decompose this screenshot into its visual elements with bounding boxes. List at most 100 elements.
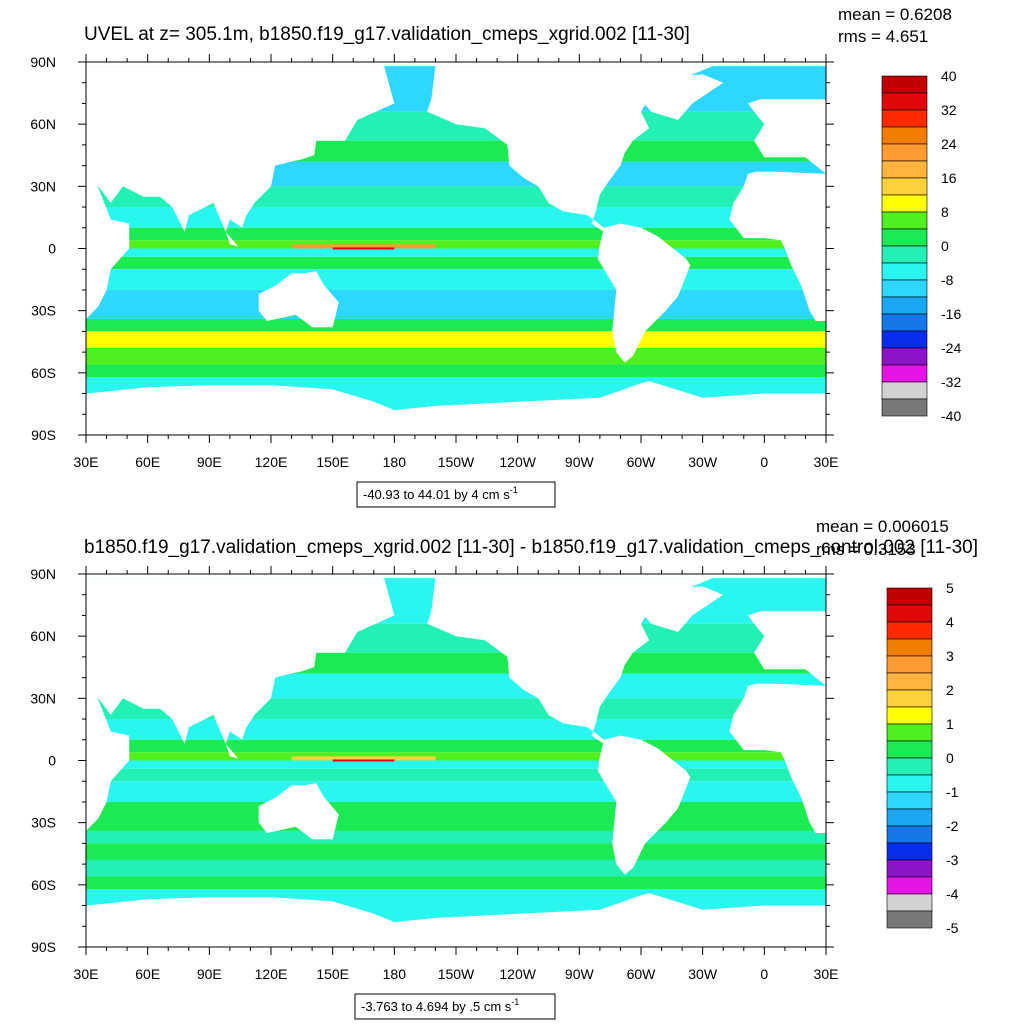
x-tick-label-10: 30W <box>688 454 718 470</box>
x-tick-label-0: 30E <box>74 966 99 982</box>
uvel-colorbar: 40 32 24 16 8 0 -8 -16 -24 -32 -40 <box>881 68 961 424</box>
ocean-band-12 <box>86 318 826 332</box>
uvel-panel: UVEL at z= 305.1m, b1850.f19_g17.validat… <box>30 5 961 508</box>
y-tick-label-3: 0 <box>48 241 56 257</box>
colorbar-label-1: 32 <box>941 102 957 118</box>
colorbar-box-19 <box>881 398 928 417</box>
ocean-band-13 <box>86 331 826 348</box>
land-polygon-8 <box>86 893 826 947</box>
ocean-band-5 <box>86 207 826 228</box>
ocean-band-14 <box>86 859 826 877</box>
colorbar-label-4: 8 <box>941 204 949 220</box>
land-polygon-1 <box>729 171 826 321</box>
colorbar-box-11 <box>881 262 928 281</box>
x-tick-label-7: 120W <box>499 966 536 982</box>
land-polygon-5 <box>597 735 691 875</box>
uvel-land-mask <box>86 66 826 435</box>
colorbar-box-1 <box>881 92 928 111</box>
uvel-info-text: -40.93 to 44.01 by 4 cm s <box>363 487 510 502</box>
x-tick-label-5: 180 <box>383 966 407 982</box>
colorbar-box-15 <box>886 842 933 861</box>
colorbar-box-14 <box>886 825 933 844</box>
uvel-info-sup: -1 <box>510 485 518 495</box>
y-tick-label-6: 90S <box>31 427 56 443</box>
y-tick-label-6: 90S <box>31 939 56 955</box>
colorbar-label-7: -16 <box>941 306 961 322</box>
ocean-band-15 <box>86 364 826 377</box>
colorbar-box-10 <box>886 757 933 776</box>
colorbar-label-0: 40 <box>941 68 957 84</box>
x-tick-label-6: 150W <box>438 966 475 982</box>
x-tick-label-6: 150W <box>438 454 475 470</box>
y-tick-label-2: 30N <box>30 178 56 194</box>
colorbar-label-5: 0 <box>941 238 949 254</box>
ocean-band-9 <box>86 768 826 782</box>
uvel-rms: rms = 4.651 <box>838 27 928 46</box>
land-polygon-6 <box>427 578 713 744</box>
colorbar-box-11 <box>886 774 933 793</box>
colorbar-label-3: 16 <box>941 170 957 186</box>
colorbar-label-1: 4 <box>946 614 954 630</box>
y-tick-label-2: 30N <box>30 690 56 706</box>
ocean-band-11 <box>86 289 826 319</box>
colorbar-label-10: -5 <box>946 920 959 936</box>
colorbar-box-17 <box>881 364 928 383</box>
diff-mean: mean = 0.006015 <box>816 517 949 536</box>
colorbar-box-4 <box>881 143 928 162</box>
colorbar-box-7 <box>886 706 933 725</box>
diff-info-text: -3.763 to 4.694 by .5 cm s <box>361 999 512 1014</box>
colorbar-box-5 <box>886 672 933 691</box>
colorbar-box-13 <box>886 808 933 827</box>
colorbar-box-6 <box>886 689 933 708</box>
colorbar-box-4 <box>886 655 933 674</box>
ocean-band-10 <box>86 269 826 290</box>
colorbar-box-13 <box>881 296 928 315</box>
uvel-info-box: -40.93 to 44.01 by 4 cm s-1 <box>356 481 556 508</box>
ocean-band-10 <box>86 781 826 802</box>
land-polygon-0 <box>86 694 130 831</box>
colorbar-box-7 <box>881 194 928 213</box>
x-tick-label-3: 120E <box>255 454 288 470</box>
colorbar-label-9: -4 <box>946 886 959 902</box>
colorbar-box-14 <box>881 313 928 332</box>
land-polygon-3 <box>86 578 395 759</box>
colorbar-box-18 <box>886 893 933 912</box>
colorbar-box-2 <box>881 109 928 128</box>
diff-map-svg: mean = 0.006015 rms = 0.3153 b1850.f19_g… <box>30 517 978 1020</box>
ocean-band-11 <box>86 801 826 831</box>
y-tick-label-3: 0 <box>48 753 56 769</box>
equatorial-current-core <box>332 247 395 250</box>
colorbar-label-0: 5 <box>946 580 954 596</box>
y-tick-label-1: 60N <box>30 116 56 132</box>
land-polygon-4 <box>258 783 339 840</box>
colorbar-box-12 <box>886 791 933 810</box>
x-tick-label-4: 150E <box>316 454 349 470</box>
uvel-title: UVEL at z= 305.1m, b1850.f19_g17.validat… <box>84 24 690 45</box>
uvel-mean: mean = 0.6208 <box>838 5 952 24</box>
y-tick-label-4: 30S <box>31 815 56 831</box>
x-tick-label-11: 0 <box>760 454 768 470</box>
x-tick-label-4: 150E <box>316 966 349 982</box>
colorbar-label-7: -2 <box>946 818 959 834</box>
x-tick-label-8: 90W <box>565 966 595 982</box>
x-tick-label-10: 30W <box>688 966 718 982</box>
x-tick-label-0: 30E <box>74 454 99 470</box>
y-tick-label-0: 90N <box>30 54 56 70</box>
diff-colorbar: 5 4 3 2 1 0 -1 -2 -3 -4 -5 <box>886 580 959 936</box>
y-tick-label-0: 90N <box>30 566 56 582</box>
diff-title: b1850.f19_g17.validation_cmeps_xgrid.002… <box>84 537 978 558</box>
equatorial-current-streak <box>291 244 436 249</box>
x-tick-label-12: 30E <box>814 966 839 982</box>
diff-info-sup: -1 <box>511 997 519 1007</box>
diff-rms: rms = 0.3153 <box>816 540 916 559</box>
x-tick-label-3: 120E <box>255 966 288 982</box>
land-polygon-7 <box>636 586 724 632</box>
land-polygon-7 <box>636 74 724 120</box>
y-tick-label-4: 30S <box>31 303 56 319</box>
diff-panel: mean = 0.006015 rms = 0.3153 b1850.f19_g… <box>0 512 1024 1024</box>
ocean-band-4 <box>86 186 826 208</box>
ocean-band-4 <box>86 698 826 720</box>
colorbar-label-6: -1 <box>946 784 959 800</box>
colorbar-box-17 <box>886 876 933 895</box>
x-tick-label-8: 90W <box>565 454 595 470</box>
